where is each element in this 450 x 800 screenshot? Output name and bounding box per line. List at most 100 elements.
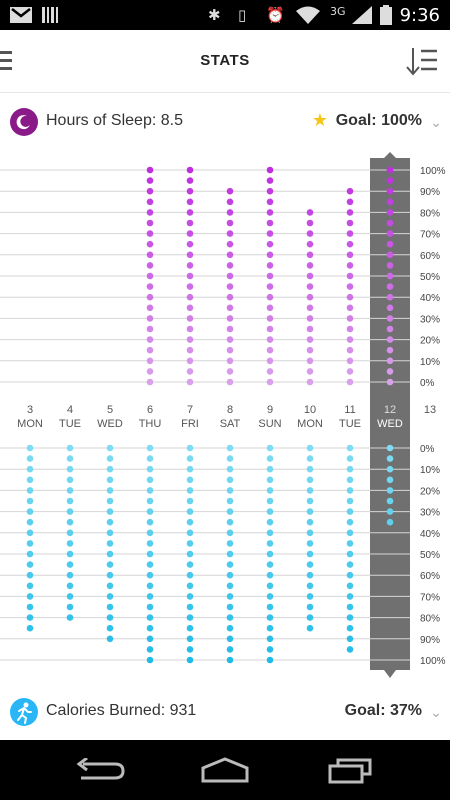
sleep-dot bbox=[266, 357, 274, 365]
day-name-label[interactable]: SAT bbox=[220, 418, 241, 430]
day-date-label[interactable]: 4 bbox=[67, 404, 73, 416]
calories-dot bbox=[226, 635, 234, 643]
calories-dot bbox=[66, 561, 74, 568]
sleep-dot bbox=[306, 240, 314, 248]
calories-dot bbox=[146, 550, 154, 558]
calories-dot bbox=[66, 455, 74, 462]
calories-dot bbox=[186, 550, 194, 558]
day-name-label[interactable]: TUE bbox=[59, 418, 81, 430]
stats-chart[interactable]: 100% 90% 80% 70% 60% 50% 40% 30% 20% 10% 0% 0% 10% 20… bbox=[0, 150, 450, 680]
day-name-label[interactable]: FRI bbox=[181, 418, 199, 430]
calories-dot bbox=[386, 487, 394, 494]
calories-dot bbox=[306, 508, 314, 515]
day-name-label[interactable]: WED bbox=[97, 418, 123, 430]
day-name-label[interactable]: TUE bbox=[339, 418, 361, 430]
calories-dot bbox=[226, 561, 234, 568]
calories-dot bbox=[146, 497, 154, 505]
calories-dot bbox=[186, 656, 194, 664]
selected-day-highlight[interactable] bbox=[370, 152, 410, 678]
calories-dot bbox=[266, 529, 274, 537]
day-date-label[interactable]: 5 bbox=[107, 404, 113, 416]
calories-dot bbox=[346, 529, 354, 537]
sort-icon[interactable] bbox=[406, 46, 438, 76]
sleep-dot bbox=[146, 325, 154, 333]
day-date-label[interactable]: 3 bbox=[27, 404, 33, 416]
calories-dot bbox=[346, 614, 354, 621]
day-name-label[interactable]: MON bbox=[17, 418, 43, 430]
sleep-dot bbox=[386, 272, 394, 280]
sleep-dot bbox=[226, 219, 234, 227]
sleep-tick-label: 0% bbox=[420, 378, 435, 389]
calories-dot bbox=[266, 561, 274, 568]
calories-dot bbox=[226, 593, 234, 600]
sleep-dot bbox=[186, 283, 194, 290]
sleep-dot bbox=[226, 368, 234, 375]
chevron-down-icon[interactable]: ⌄ bbox=[430, 704, 442, 720]
calories-dot bbox=[106, 624, 114, 632]
sleep-dot bbox=[226, 357, 234, 365]
page-title: STATS bbox=[200, 52, 250, 69]
home-icon[interactable] bbox=[200, 756, 250, 784]
day-name-label[interactable]: THU bbox=[139, 418, 162, 430]
calories-dot bbox=[106, 455, 114, 462]
sleep-dot bbox=[266, 283, 274, 290]
calories-dot bbox=[226, 550, 234, 558]
sleep-dot bbox=[266, 336, 274, 343]
sleep-dot bbox=[186, 230, 194, 237]
day-date-label[interactable]: 7 bbox=[187, 404, 193, 416]
calories-dot bbox=[186, 624, 194, 632]
calories-dot bbox=[266, 582, 274, 590]
day-name-label[interactable]: WED bbox=[377, 418, 403, 430]
sleep-dot bbox=[226, 209, 234, 216]
calories-dot bbox=[266, 635, 274, 643]
sleep-dot bbox=[146, 187, 154, 195]
calories-dot bbox=[26, 529, 34, 537]
sleep-dot bbox=[266, 368, 274, 375]
calories-tick-label: 60% bbox=[420, 571, 440, 582]
calories-dot bbox=[266, 593, 274, 600]
sleep-dot bbox=[266, 293, 274, 301]
sleep-dot bbox=[306, 262, 314, 269]
sleep-dot bbox=[226, 198, 234, 206]
day-date-label[interactable]: 12 bbox=[384, 404, 396, 416]
calories-dot bbox=[306, 444, 314, 452]
day-date-label[interactable]: 6 bbox=[147, 404, 153, 416]
calories-dot bbox=[66, 614, 74, 621]
sleep-tick-label: 90% bbox=[420, 187, 440, 198]
calories-dot bbox=[186, 518, 194, 526]
sleep-dot bbox=[226, 187, 234, 195]
sleep-metric-row[interactable]: Hours of Sleep: 8.5 ★ Goal: 100% ⌄ bbox=[0, 96, 450, 146]
chevron-down-icon[interactable]: ⌄ bbox=[430, 114, 442, 130]
calories-dot bbox=[386, 444, 394, 452]
calories-dot bbox=[146, 518, 154, 526]
sleep-dot bbox=[186, 177, 194, 184]
recent-apps-icon[interactable] bbox=[328, 756, 374, 784]
sleep-dot bbox=[186, 315, 194, 322]
calories-dot bbox=[226, 455, 234, 462]
calories-dot bbox=[226, 518, 234, 526]
day-name-label[interactable]: MON bbox=[297, 418, 323, 430]
calories-dot bbox=[266, 465, 274, 473]
day-date-label[interactable]: 10 bbox=[304, 404, 316, 416]
calories-dot bbox=[146, 582, 154, 590]
sleep-dot bbox=[266, 315, 274, 322]
calories-dot bbox=[106, 497, 114, 505]
sleep-dot bbox=[186, 336, 194, 343]
day-date-label[interactable]: 11 bbox=[344, 404, 355, 416]
day-date-label[interactable]: 9 bbox=[267, 404, 273, 416]
calories-dot bbox=[306, 582, 314, 590]
day-date-label[interactable]: 8 bbox=[227, 404, 233, 416]
calories-dot bbox=[26, 508, 34, 515]
day-date-label[interactable]: 13 bbox=[424, 404, 436, 416]
calories-dot bbox=[266, 603, 274, 611]
sleep-dot bbox=[146, 293, 154, 301]
menu-icon[interactable] bbox=[0, 51, 12, 71]
sleep-dot bbox=[146, 304, 154, 312]
day-name-label[interactable]: SUN bbox=[258, 418, 281, 430]
calories-dot bbox=[66, 529, 74, 537]
calories-metric-row[interactable]: Calories Burned: 931 Goal: 37% ⌄ bbox=[0, 686, 450, 736]
back-icon[interactable] bbox=[75, 758, 125, 782]
calories-dot bbox=[346, 444, 354, 452]
calories-dot bbox=[66, 497, 74, 505]
calories-dot bbox=[146, 444, 154, 452]
